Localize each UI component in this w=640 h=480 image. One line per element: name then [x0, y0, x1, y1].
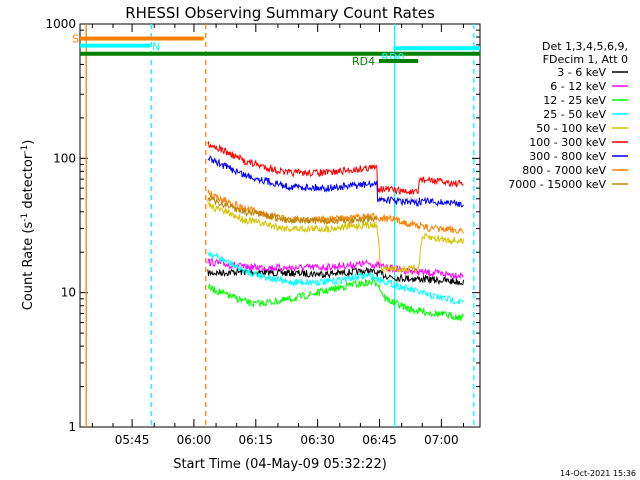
x-tick-label: 06:30	[300, 433, 335, 447]
y-tick-label: 1000	[45, 17, 76, 31]
legend-header: FDecim 1, Att 0	[543, 53, 628, 66]
series-line	[207, 155, 464, 208]
series-line	[207, 278, 464, 321]
series-line	[207, 201, 464, 274]
series-line	[207, 250, 464, 305]
legend-label: 800 - 7000 keV	[522, 164, 606, 177]
x-tick-label: 05:45	[115, 433, 150, 447]
x-axis-label: Start Time (04-May-09 05:32:22)	[173, 457, 387, 472]
legend-label: 100 - 300 keV	[529, 136, 606, 149]
series-line	[207, 189, 464, 234]
legend-label: 25 - 50 keV	[543, 108, 606, 121]
legend-label: 7000 - 15000 keV	[508, 178, 606, 191]
flag-label: S	[72, 32, 79, 45]
legend-label: 300 - 800 keV	[529, 150, 606, 163]
x-tick-label: 07:00	[424, 433, 459, 447]
series-line	[207, 258, 464, 280]
svg-text:Count Rate (s-1 detector-1): Count Rate (s-1 detector-1)	[20, 140, 36, 311]
flag-label: N	[152, 41, 160, 54]
chart-title: RHESSI Observing Summary Count Rates	[125, 4, 435, 22]
legend-label: 6 - 12 keV	[550, 80, 606, 93]
x-tick-label: 06:45	[362, 433, 397, 447]
series-line	[207, 141, 464, 195]
timestamp: 14-Oct-2021 15:36	[560, 469, 636, 478]
y-tick-label: 100	[53, 151, 76, 165]
axes-frame	[79, 23, 481, 428]
y-tick-label: 10	[61, 286, 76, 300]
series-line	[207, 195, 378, 226]
legend-header: Det 1,3,4,5,6,9,	[542, 40, 628, 53]
x-tick-label: 06:00	[177, 433, 212, 447]
legend-label: 50 - 100 keV	[536, 122, 606, 135]
legend-label: 3 - 6 keV	[557, 66, 606, 79]
y-axis-label: Count Rate (s-1 detector-1)	[20, 140, 36, 311]
plot-area: 1 10 100 1000 05:45 06:00 06:15 06:30 06:45 07:00…	[45, 17, 481, 447]
legend-label: 12 - 25 keV	[543, 94, 606, 107]
legend: Det 1,3,4,5,6,9,FDecim 1, Att 03 - 6 keV…	[508, 40, 628, 191]
y-tick-label: 1	[68, 420, 76, 434]
x-tick-label: 06:15	[238, 433, 273, 447]
flag-label: RD4	[352, 55, 375, 68]
